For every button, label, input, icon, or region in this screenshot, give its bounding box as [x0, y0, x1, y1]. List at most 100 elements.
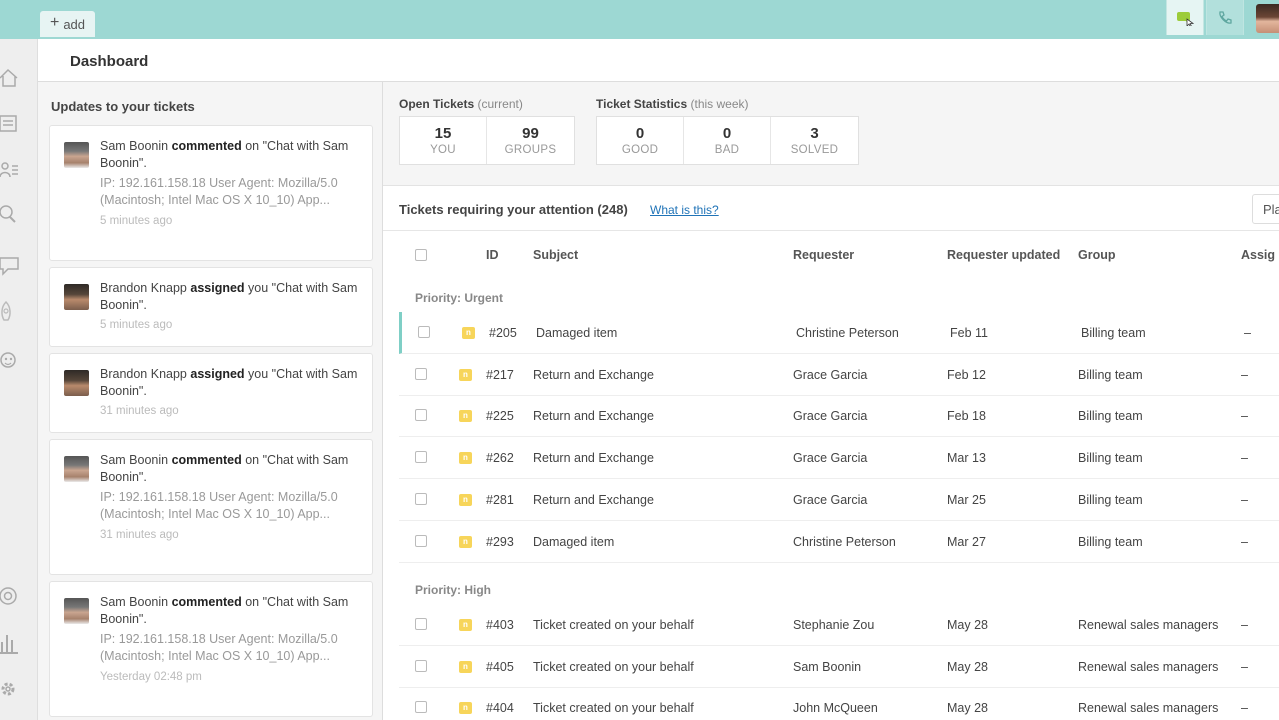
- help-icon[interactable]: [0, 584, 22, 610]
- ticket-updated: Feb 11: [950, 326, 988, 340]
- stat-bad[interactable]: 0 BAD: [684, 117, 771, 164]
- table-row[interactable]: n #281 Return and Exchange Grace Garcia Mar …: [399, 479, 1279, 521]
- column-group[interactable]: Group: [1078, 248, 1116, 262]
- rocket-icon[interactable]: [0, 299, 22, 325]
- phone-toggle-button[interactable]: [1206, 0, 1244, 35]
- update-actor: Sam Boonin: [100, 453, 169, 467]
- ticket-requester[interactable]: Grace Garcia: [793, 451, 868, 466]
- ticket-id: #225: [486, 409, 514, 424]
- play-button[interactable]: Pla: [1252, 194, 1279, 224]
- ticket-assignee: –: [1241, 367, 1248, 382]
- update-card[interactable]: Sam Boonin commented on "Chat with Sam B…: [49, 581, 373, 717]
- ticket-updated: Feb 12: [947, 367, 986, 382]
- status-badge: n: [459, 619, 472, 631]
- ticket-group: Billing team: [1081, 326, 1146, 340]
- stat-good[interactable]: 0 GOOD: [597, 117, 684, 164]
- table-row[interactable]: n #217 Return and Exchange Grace Garcia Feb …: [399, 354, 1279, 396]
- views-icon[interactable]: [0, 111, 22, 137]
- stat-groups[interactable]: 99 GROUPS: [487, 117, 574, 164]
- tickets-header: Tickets requiring your attention (248) W…: [383, 186, 1279, 231]
- row-checkbox[interactable]: [415, 659, 427, 672]
- table-row[interactable]: n #262 Return and Exchange Grace Garcia Mar …: [399, 437, 1279, 480]
- update-text: Brandon Knapp assigned you "Chat with Sa…: [100, 280, 362, 334]
- stat-solved[interactable]: 3 SOLVED: [771, 117, 858, 164]
- ticket-requester[interactable]: Stephanie Zou: [793, 618, 875, 632]
- ticket-assignee: –: [1241, 701, 1248, 716]
- update-target: you "Chat with Sam Boonin".: [100, 281, 358, 312]
- row-checkbox[interactable]: [415, 618, 427, 630]
- ticket-assignee: –: [1241, 534, 1248, 549]
- update-card[interactable]: Sam Boonin commented on "Chat with Sam B…: [49, 125, 373, 261]
- search-icon[interactable]: [0, 202, 22, 228]
- row-checkbox[interactable]: [415, 534, 427, 547]
- ticket-requester[interactable]: Christine Peterson: [793, 534, 896, 549]
- what-is-this-link[interactable]: What is this?: [650, 203, 719, 217]
- ticket-subject[interactable]: Return and Exchange: [533, 451, 654, 466]
- row-checkbox[interactable]: [415, 367, 427, 380]
- ticket-id: #405: [486, 659, 514, 674]
- customers-icon[interactable]: [0, 157, 22, 183]
- ticket-id: #403: [486, 618, 514, 632]
- chat-bubble-icon[interactable]: [0, 253, 22, 279]
- ticket-updated: May 28: [947, 701, 988, 716]
- column-requester[interactable]: Requester: [793, 248, 855, 262]
- monkey-icon[interactable]: [0, 347, 22, 373]
- row-checkbox[interactable]: [415, 492, 427, 505]
- ticket-id: #404: [486, 701, 514, 716]
- home-icon[interactable]: [0, 65, 22, 91]
- update-card[interactable]: Brandon Knapp assigned you "Chat with Sa…: [49, 353, 373, 433]
- column-assignee[interactable]: Assig: [1241, 248, 1276, 262]
- update-text: Sam Boonin commented on "Chat with Sam B…: [100, 594, 362, 685]
- update-card[interactable]: Brandon Knapp assigned you "Chat with Sa…: [49, 267, 373, 347]
- ticket-id: #217: [486, 367, 514, 382]
- table-row[interactable]: n #225 Return and Exchange Grace Garcia Feb …: [399, 395, 1279, 438]
- table-row[interactable]: n #404 Ticket created on your behalf John M…: [399, 687, 1279, 720]
- row-checkbox[interactable]: [415, 701, 427, 714]
- ticket-requester[interactable]: Christine Peterson: [796, 326, 899, 340]
- update-card[interactable]: Sam Boonin commented on "Chat with Sam B…: [49, 439, 373, 575]
- add-button-label: add: [63, 16, 86, 32]
- ticket-group: Renewal sales managers: [1078, 701, 1219, 716]
- status-badge: n: [462, 327, 475, 339]
- table-row[interactable]: n #293 Damaged item Christine Peterson Mar 2…: [399, 521, 1279, 563]
- table-row[interactable]: n #403 Ticket created on your behalf Stepha…: [399, 604, 1279, 646]
- ticket-updated: May 28: [947, 618, 988, 632]
- ticket-requester[interactable]: Grace Garcia: [793, 409, 868, 424]
- ticket-subject[interactable]: Return and Exchange: [533, 409, 654, 424]
- ticket-subject[interactable]: Return and Exchange: [533, 492, 654, 507]
- row-checkbox[interactable]: [418, 326, 430, 338]
- ticket-requester[interactable]: Sam Boonin: [793, 659, 862, 674]
- ticket-subject[interactable]: Ticket created on your behalf: [533, 701, 694, 716]
- chat-toggle-button[interactable]: [1166, 0, 1204, 35]
- ticket-group: Billing team: [1078, 492, 1143, 507]
- reporting-icon[interactable]: [0, 630, 22, 656]
- priority-group-label: Priority: Urgent: [415, 291, 504, 305]
- ticket-updated: Mar 27: [947, 534, 986, 549]
- ticket-requester[interactable]: John McQueen: [793, 701, 878, 716]
- table-row[interactable]: n #405 Ticket created on your behalf Sam Bo…: [399, 646, 1279, 688]
- tickets-title-text: Tickets requiring your attention: [399, 202, 594, 217]
- page-title: Dashboard: [70, 53, 149, 70]
- row-checkbox[interactable]: [415, 409, 427, 422]
- ticket-subject[interactable]: Damaged item: [536, 326, 618, 340]
- ticket-assignee: –: [1244, 326, 1251, 340]
- ticket-requester[interactable]: Grace Garcia: [793, 367, 868, 382]
- ticket-id: #262: [486, 451, 514, 466]
- select-all-checkbox[interactable]: [415, 249, 427, 261]
- ticket-subject[interactable]: Damaged item: [533, 534, 615, 549]
- ticket-subject[interactable]: Return and Exchange: [533, 367, 654, 382]
- stat-you[interactable]: 15 YOU: [400, 117, 487, 164]
- column-id[interactable]: ID: [486, 248, 499, 262]
- ticket-updated: May 28: [947, 659, 988, 674]
- row-checkbox[interactable]: [415, 451, 427, 464]
- settings-icon[interactable]: [0, 676, 22, 702]
- stat-label: BAD: [714, 144, 740, 156]
- column-requester-updated[interactable]: Requester updated: [947, 248, 1061, 262]
- column-subject[interactable]: Subject: [533, 248, 579, 262]
- ticket-requester[interactable]: Grace Garcia: [793, 492, 868, 507]
- ticket-subject[interactable]: Ticket created on your behalf: [533, 659, 694, 674]
- user-avatar[interactable]: [1256, 4, 1279, 33]
- table-row[interactable]: n #205 Damaged item Christine Peterson Feb 1…: [399, 312, 1279, 354]
- ticket-subject[interactable]: Ticket created on your behalf: [533, 618, 694, 632]
- add-button[interactable]: + add: [40, 11, 95, 37]
